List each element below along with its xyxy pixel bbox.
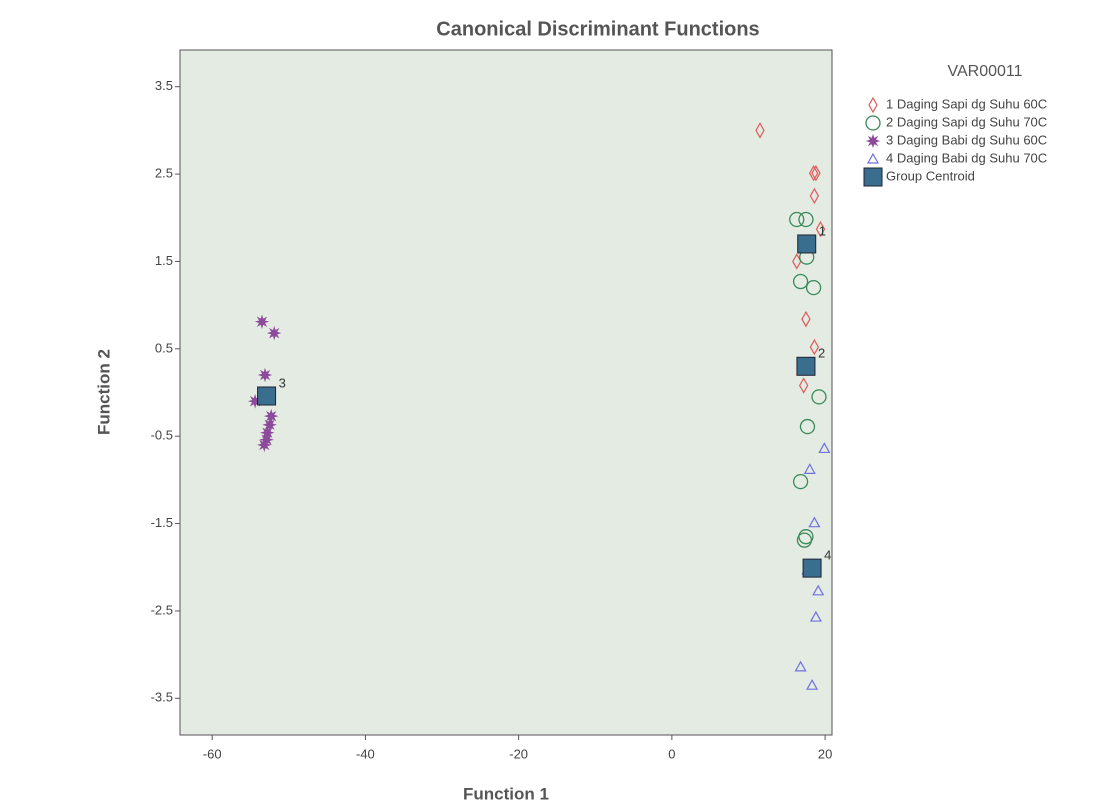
- legend-marker: [865, 115, 881, 131]
- point-label: 2: [818, 346, 825, 361]
- point: [809, 610, 822, 622]
- x-tick-label: -60: [203, 746, 222, 761]
- point: [811, 389, 827, 405]
- y-tick-label: -0.5: [151, 428, 173, 443]
- legend-label: 1 Daging Sapi dg Suhu 60C: [886, 96, 1047, 111]
- legend-marker: [866, 152, 880, 164]
- point: [257, 437, 272, 453]
- x-tick-label: 20: [818, 746, 832, 761]
- point: [809, 338, 820, 356]
- plot-area: [179, 49, 833, 736]
- x-axis-label: Function 1: [463, 784, 549, 803]
- legend-label: Group Centroid: [886, 168, 975, 183]
- point: [818, 442, 831, 454]
- point: [798, 211, 814, 228]
- point: [262, 417, 277, 433]
- legend-label: 2 Daging Sapi dg Suhu 70C: [886, 114, 1047, 129]
- point: [801, 310, 811, 328]
- point: [811, 164, 821, 182]
- point: [266, 325, 282, 341]
- point: [806, 678, 819, 690]
- y-tick-label: -2.5: [151, 602, 173, 617]
- point: [803, 463, 816, 474]
- point: [798, 529, 814, 545]
- x-tick-label: -20: [509, 746, 528, 761]
- y-tick-label: 1.5: [155, 253, 173, 268]
- legend-label: 4 Daging Babi dg Suhu 70C: [886, 150, 1047, 165]
- point: [257, 367, 273, 383]
- point: [798, 377, 809, 394]
- y-tick-label: 2.5: [155, 166, 173, 181]
- y-tick-label: -3.5: [151, 690, 173, 705]
- point: [755, 122, 765, 139]
- point: [796, 356, 816, 376]
- point: [789, 211, 805, 228]
- legend-marker: [868, 96, 878, 114]
- point: [794, 660, 807, 672]
- y-tick-label: 3.5: [155, 78, 173, 93]
- point: [812, 584, 825, 596]
- point-label: 4: [824, 548, 831, 563]
- point: [254, 314, 270, 329]
- y-tick-label: 0.5: [155, 340, 173, 355]
- x-tick-label: -40: [356, 746, 375, 761]
- legend-marker: [865, 133, 881, 149]
- point: [802, 558, 822, 578]
- point: [263, 408, 279, 424]
- point: [797, 234, 817, 254]
- point: [808, 516, 821, 528]
- legend-marker: [863, 167, 883, 187]
- point: [805, 280, 822, 296]
- point: [809, 187, 820, 205]
- y-tick-label: -1.5: [151, 515, 173, 530]
- x-tick-label: 0: [668, 746, 675, 761]
- point-label: 1: [819, 223, 826, 238]
- point: [257, 386, 277, 406]
- point: [808, 164, 819, 182]
- point: [815, 220, 826, 238]
- point: [792, 473, 809, 490]
- legend-title: VAR00011: [947, 63, 1022, 80]
- point: [792, 273, 809, 290]
- y-axis-label: Function 2: [94, 349, 113, 435]
- point-label: 3: [279, 375, 286, 390]
- legend-label: 3 Daging Babi dg Suhu 60C: [886, 132, 1047, 147]
- chart-title: Canonical Discriminant Functions: [436, 18, 759, 40]
- point: [799, 418, 816, 435]
